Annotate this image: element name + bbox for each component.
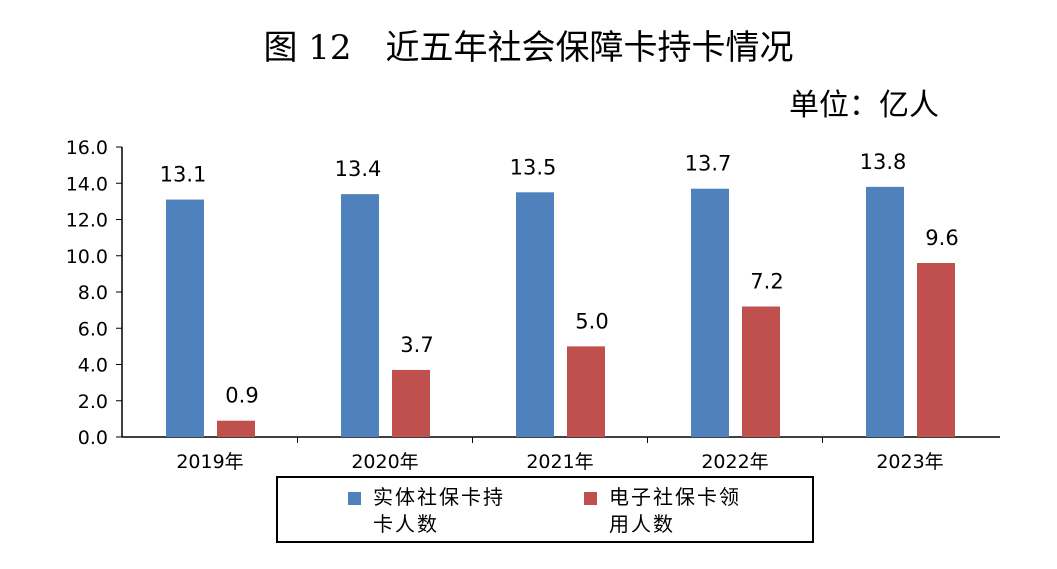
y-tick-label: 4.0 (78, 355, 108, 377)
bar-electronic-card (217, 420, 255, 437)
x-category-label: 2020年 (351, 451, 418, 473)
x-category-label: 2023年 (876, 451, 943, 473)
data-label: 9.6 (925, 226, 958, 250)
legend-label-electronic: 电子社保卡领用人数 (609, 485, 741, 536)
bar-physical-card (516, 192, 554, 437)
y-tick-label: 12.0 (66, 210, 108, 232)
legend-item-electronic: 电子社保卡领用人数 (584, 484, 749, 538)
data-label: 3.7 (400, 333, 433, 357)
y-tick-label: 8.0 (78, 282, 108, 304)
data-label: 13.8 (860, 150, 907, 174)
x-category-label: 2021年 (526, 451, 593, 473)
chart-title: 图 12 近五年社会保障卡持卡情况 (263, 28, 794, 68)
data-label: 13.4 (335, 157, 382, 181)
chart-axes: 0.0 2.0 4.0 6.0 8.0 10.0 12.0 14.0 16.0 2019年 2020… (66, 137, 1000, 473)
y-tick-label: 6.0 (78, 318, 108, 340)
unit-label: 单位：亿人 (789, 88, 939, 123)
data-label: 5.0 (575, 309, 608, 333)
y-tick-label: 10.0 (66, 246, 108, 268)
y-tick-label: 0.0 (78, 427, 108, 449)
legend-label-physical: 实体社保卡持卡人数 (373, 485, 505, 536)
x-category-label: 2022年 (701, 451, 768, 473)
data-label: 13.5 (510, 155, 557, 179)
legend-swatch-electronic (584, 492, 597, 505)
bar-electronic-card (567, 346, 605, 437)
legend-item-physical: 实体社保卡持卡人数 (348, 484, 513, 538)
legend: 实体社保卡持卡人数 电子社保卡领用人数 (276, 476, 814, 543)
chart-bars (166, 186, 955, 437)
y-tick-label: 16.0 (66, 137, 108, 159)
data-label: 0.9 (225, 384, 258, 408)
data-label: 13.1 (160, 163, 207, 187)
bar-electronic-card (917, 263, 955, 437)
bar-physical-card (691, 188, 729, 437)
legend-swatch-physical (348, 492, 361, 505)
data-label: 13.7 (685, 152, 732, 176)
bar-physical-card (166, 199, 204, 437)
chart-labels: 13.1 13.4 13.5 13.7 13.8 0.9 3.7 5.0 7.2 9.6 (160, 150, 959, 408)
y-tick-label: 2.0 (78, 391, 108, 413)
bar-physical-card (866, 186, 904, 437)
data-label: 7.2 (750, 270, 783, 294)
bar-electronic-card (392, 369, 430, 437)
bar-physical-card (341, 194, 379, 437)
y-tick-label: 14.0 (66, 173, 108, 195)
bar-electronic-card (742, 306, 780, 437)
x-category-label: 2019年 (176, 451, 243, 473)
